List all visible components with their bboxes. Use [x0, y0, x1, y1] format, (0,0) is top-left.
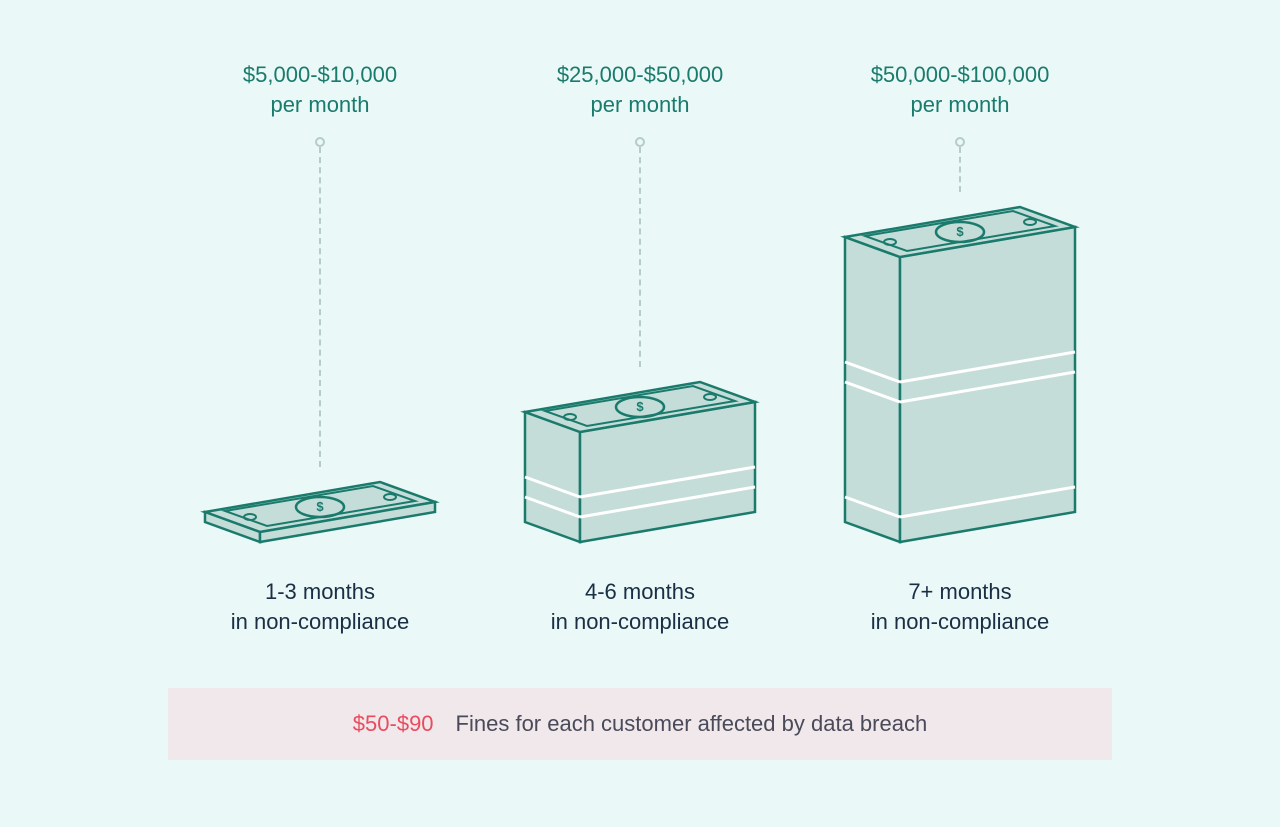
tier-period: per month: [557, 90, 723, 120]
connector: [315, 137, 325, 467]
connector-line: [639, 147, 641, 367]
connector-circle-icon: [635, 137, 645, 147]
money-stack-icon: $: [515, 367, 765, 547]
tier-top-label: $50,000-$100,000 per month: [871, 60, 1050, 119]
connector: [955, 137, 965, 192]
tier-bottom-label: 1-3 months in non-compliance: [231, 577, 410, 636]
tier-bottom-label: 7+ months in non-compliance: [871, 577, 1050, 636]
footer-bar: $50-$90 Fines for each customer affected…: [168, 688, 1112, 760]
tier-duration: 1-3 months: [231, 577, 410, 607]
connector-circle-icon: [315, 137, 325, 147]
footer-amount: $50-$90: [353, 711, 434, 737]
tier-sub: in non-compliance: [231, 607, 410, 637]
tier-sub: in non-compliance: [871, 607, 1050, 637]
svg-text:$: $: [636, 399, 644, 414]
connector: [635, 137, 645, 367]
tier-sub: in non-compliance: [551, 607, 730, 637]
svg-text:$: $: [956, 224, 964, 239]
money-stack-icon: $: [195, 467, 445, 547]
connector-line: [319, 147, 321, 467]
tier-column-2: $25,000-$50,000 per month: [480, 60, 800, 637]
tier-duration: 4-6 months: [551, 577, 730, 607]
tier-amount: $25,000-$50,000: [557, 60, 723, 90]
tier-period: per month: [243, 90, 397, 120]
tier-period: per month: [871, 90, 1050, 120]
tier-column-3: $50,000-$100,000 per month: [800, 60, 1120, 637]
money-stack-icon: $: [835, 192, 1085, 547]
connector-circle-icon: [955, 137, 965, 147]
tier-bottom-label: 4-6 months in non-compliance: [551, 577, 730, 636]
tier-top-label: $25,000-$50,000 per month: [557, 60, 723, 119]
infographic-columns: $5,000-$10,000 per month $ 1-3 months in…: [0, 0, 1280, 637]
tier-amount: $5,000-$10,000: [243, 60, 397, 90]
tier-duration: 7+ months: [871, 577, 1050, 607]
footer-text: Fines for each customer affected by data…: [456, 711, 928, 737]
connector-line: [959, 147, 961, 192]
svg-text:$: $: [316, 499, 324, 514]
tier-top-label: $5,000-$10,000 per month: [243, 60, 397, 119]
tier-amount: $50,000-$100,000: [871, 60, 1050, 90]
tier-column-1: $5,000-$10,000 per month $ 1-3 months in…: [160, 60, 480, 637]
